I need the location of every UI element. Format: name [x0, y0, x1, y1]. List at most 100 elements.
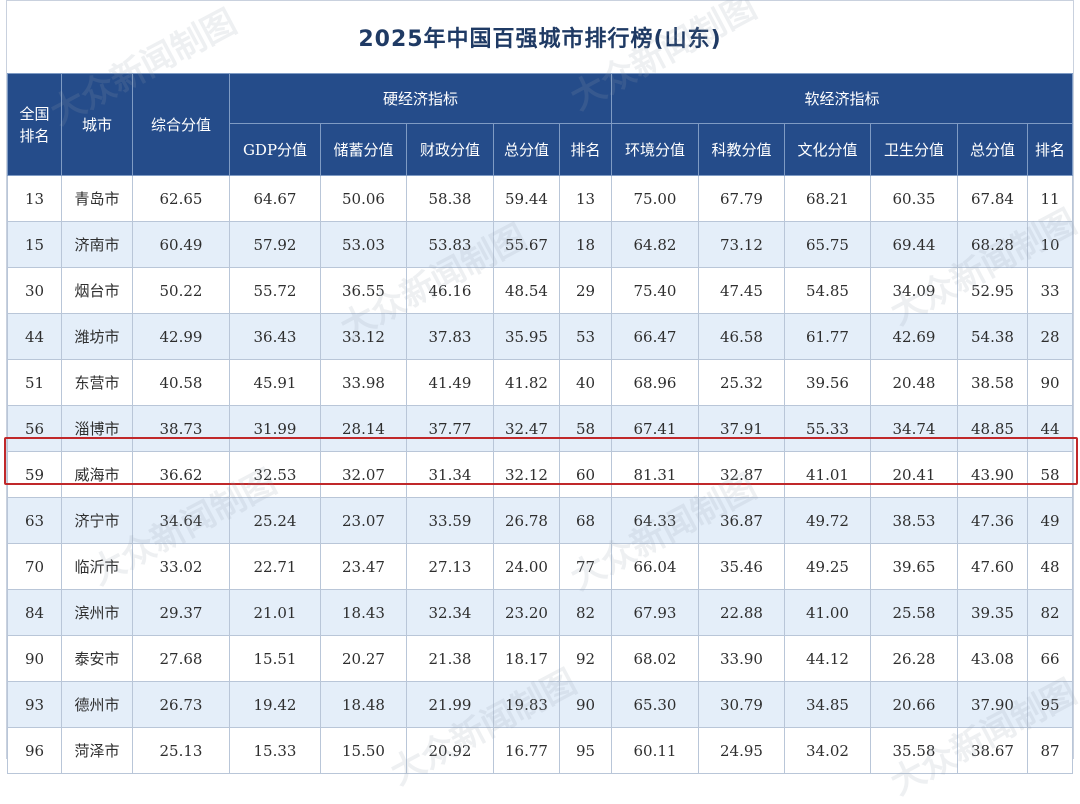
cell-soft-total: 37.90 — [957, 681, 1028, 728]
cell-environment: 66.47 — [611, 313, 699, 360]
header-soft-rank: 排名 — [1027, 123, 1073, 176]
table-row: 51 东营市 40.58 45.91 33.98 41.49 41.82 40 68.96 25.… — [7, 359, 1073, 406]
ranking-table-card: 2025年中国百强城市排行榜(山东) 全国排名 城市 综合分值 硬经济指标 软经… — [6, 0, 1074, 774]
cell-total-score: 25.13 — [132, 727, 230, 774]
cell-fiscal: 37.77 — [406, 405, 494, 452]
cell-hard-rank: 95 — [559, 727, 612, 774]
header-soft-total: 总分值 — [957, 123, 1028, 176]
cell-science-education: 73.12 — [698, 221, 785, 268]
cell-national-rank: 51 — [7, 359, 62, 406]
cell-health: 42.69 — [870, 313, 958, 360]
cell-total-score: 36.62 — [132, 451, 230, 498]
cell-culture: 65.75 — [784, 221, 871, 268]
table-row-highlighted: 59 威海市 36.62 32.53 32.07 31.34 32.12 60 81.31 32.… — [7, 451, 1073, 498]
cell-soft-rank: 49 — [1027, 497, 1073, 544]
cell-environment: 68.96 — [611, 359, 699, 406]
cell-total-score: 62.65 — [132, 175, 230, 222]
header-hard-rank: 排名 — [559, 123, 612, 176]
cell-city: 青岛市 — [61, 175, 133, 222]
cell-total-score: 27.68 — [132, 635, 230, 682]
cell-environment: 75.40 — [611, 267, 699, 314]
cell-hard-total: 35.95 — [493, 313, 560, 360]
cell-hard-total: 41.82 — [493, 359, 560, 406]
cell-fiscal: 21.99 — [406, 681, 494, 728]
header-total-score: 综合分值 — [132, 73, 230, 176]
cell-city: 淄博市 — [61, 405, 133, 452]
cell-science-education: 33.90 — [698, 635, 785, 682]
cell-savings: 32.07 — [320, 451, 407, 498]
cell-hard-total: 48.54 — [493, 267, 560, 314]
cell-savings: 15.50 — [320, 727, 407, 774]
cell-city: 临沂市 — [61, 543, 133, 590]
cell-soft-total: 47.36 — [957, 497, 1028, 544]
cell-savings: 18.43 — [320, 589, 407, 636]
cell-science-education: 36.87 — [698, 497, 785, 544]
cell-environment: 75.00 — [611, 175, 699, 222]
cell-total-score: 26.73 — [132, 681, 230, 728]
cell-science-education: 32.87 — [698, 451, 785, 498]
cell-fiscal: 21.38 — [406, 635, 494, 682]
table-row: 96 菏泽市 25.13 15.33 15.50 20.92 16.77 95 60.11 24.… — [7, 727, 1073, 774]
cell-gdp: 64.67 — [229, 175, 321, 222]
header-fiscal: 财政分值 — [406, 123, 494, 176]
ranking-table: 全国排名 城市 综合分值 硬经济指标 软经济指标 GDP分值 储蓄分值 财政分值… — [7, 73, 1073, 774]
cell-culture: 55.33 — [784, 405, 871, 452]
cell-health: 25.58 — [870, 589, 958, 636]
cell-soft-total: 67.84 — [957, 175, 1028, 222]
cell-city: 滨州市 — [61, 589, 133, 636]
table-row: 44 潍坊市 42.99 36.43 33.12 37.83 35.95 53 66.47 46.… — [7, 313, 1073, 360]
cell-fiscal: 58.38 — [406, 175, 494, 222]
cell-science-education: 22.88 — [698, 589, 785, 636]
cell-national-rank: 44 — [7, 313, 62, 360]
cell-hard-total: 59.44 — [493, 175, 560, 222]
cell-hard-rank: 29 — [559, 267, 612, 314]
cell-hard-total: 55.67 — [493, 221, 560, 268]
header-science-education: 科教分值 — [698, 123, 785, 176]
cell-environment: 66.04 — [611, 543, 699, 590]
cell-soft-rank: 33 — [1027, 267, 1073, 314]
cell-soft-rank: 58 — [1027, 451, 1073, 498]
cell-national-rank: 13 — [7, 175, 62, 222]
cell-fiscal: 33.59 — [406, 497, 494, 544]
cell-science-education: 37.91 — [698, 405, 785, 452]
cell-soft-total: 39.35 — [957, 589, 1028, 636]
cell-science-education: 47.45 — [698, 267, 785, 314]
cell-total-score: 50.22 — [132, 267, 230, 314]
cell-hard-total: 23.20 — [493, 589, 560, 636]
table-row: 56 淄博市 38.73 31.99 28.14 37.77 32.47 58 67.41 37.… — [7, 405, 1073, 452]
cell-culture: 49.25 — [784, 543, 871, 590]
cell-savings: 50.06 — [320, 175, 407, 222]
cell-savings: 53.03 — [320, 221, 407, 268]
cell-culture: 41.01 — [784, 451, 871, 498]
cell-soft-rank: 48 — [1027, 543, 1073, 590]
cell-soft-total: 38.67 — [957, 727, 1028, 774]
cell-health: 20.48 — [870, 359, 958, 406]
header-hard-economy-group: 硬经济指标 — [229, 73, 612, 124]
cell-hard-total: 19.83 — [493, 681, 560, 728]
cell-hard-total: 16.77 — [493, 727, 560, 774]
header-health: 卫生分值 — [870, 123, 958, 176]
cell-national-rank: 96 — [7, 727, 62, 774]
header-gdp: GDP分值 — [229, 123, 321, 176]
table-row: 84 滨州市 29.37 21.01 18.43 32.34 23.20 82 67.93 22.… — [7, 589, 1073, 636]
table-title: 2025年中国百强城市排行榜(山东) — [358, 27, 722, 52]
cell-science-education: 30.79 — [698, 681, 785, 728]
cell-soft-total: 38.58 — [957, 359, 1028, 406]
cell-fiscal: 53.83 — [406, 221, 494, 268]
cell-national-rank: 56 — [7, 405, 62, 452]
cell-hard-total: 26.78 — [493, 497, 560, 544]
cell-hard-rank: 92 — [559, 635, 612, 682]
cell-gdp: 32.53 — [229, 451, 321, 498]
cell-health: 60.35 — [870, 175, 958, 222]
cell-health: 38.53 — [870, 497, 958, 544]
cell-hard-rank: 18 — [559, 221, 612, 268]
cell-soft-total: 43.90 — [957, 451, 1028, 498]
cell-national-rank: 63 — [7, 497, 62, 544]
cell-city: 济南市 — [61, 221, 133, 268]
cell-city: 东营市 — [61, 359, 133, 406]
header-savings: 储蓄分值 — [320, 123, 407, 176]
cell-soft-rank: 66 — [1027, 635, 1073, 682]
cell-soft-total: 48.85 — [957, 405, 1028, 452]
header-national-rank: 全国排名 — [7, 73, 62, 176]
cell-soft-rank: 10 — [1027, 221, 1073, 268]
